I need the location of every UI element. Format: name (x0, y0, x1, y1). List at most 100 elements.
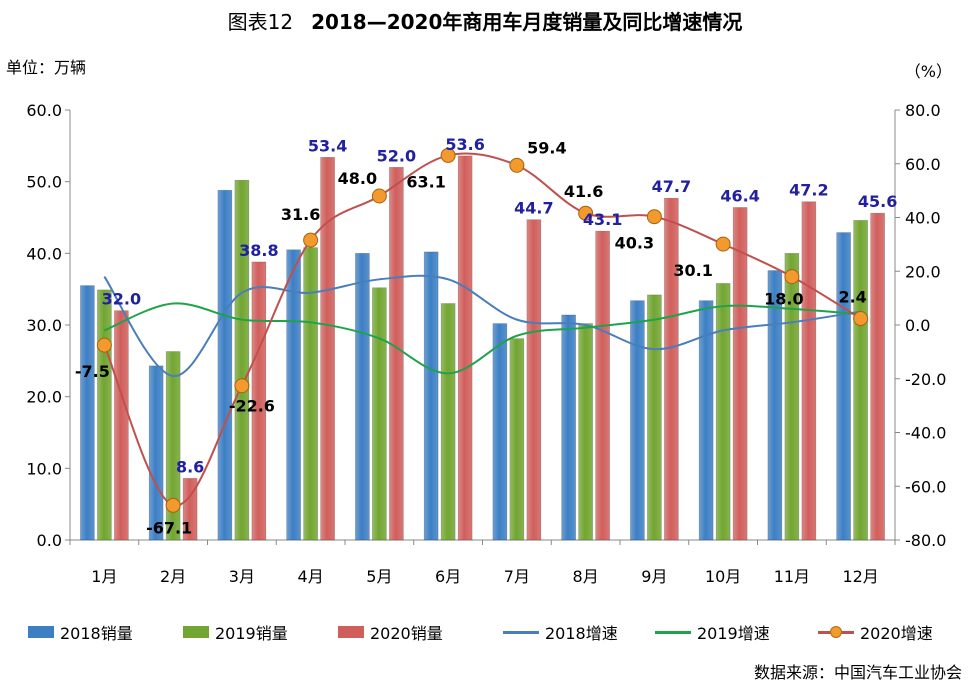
legend-label: 2020增速 (860, 624, 933, 643)
marker-2020增速 (578, 205, 594, 221)
right-tick-label: 80.0 (905, 101, 941, 120)
bar-2020销量 (389, 167, 404, 541)
bar-2018销量 (698, 300, 714, 541)
legend-item: 2019增速 (655, 620, 770, 644)
x-tick-label: 2月 (160, 567, 186, 586)
legend-label: 2018销量 (60, 624, 133, 643)
bar-2018销量 (286, 249, 301, 541)
bar-2020销量 (595, 230, 610, 541)
bar-2020销量 (320, 157, 335, 541)
right-tick-label: -40.0 (905, 424, 946, 443)
marker-2020增速 (509, 157, 525, 173)
bar-label-2020: 53.4 (308, 136, 347, 155)
x-tick-label: 12月 (842, 567, 878, 586)
bar-2019销量 (165, 351, 181, 541)
x-tick-label: 7月 (504, 567, 530, 586)
bar-2020销量 (732, 207, 748, 541)
legend-item: 2019销量 (183, 620, 288, 644)
bar-2020销量 (801, 201, 817, 541)
left-axis-unit: 单位：万辆 (6, 58, 87, 77)
legend-swatch-line (655, 630, 691, 634)
legend-label: 2020销量 (370, 624, 443, 643)
right-tick-label: -20.0 (905, 370, 946, 389)
bar-2018销量 (217, 189, 233, 541)
bar-2020销量 (457, 155, 473, 541)
bar-2018销量 (148, 365, 164, 541)
left-tick-label: 50.0 (26, 173, 62, 192)
bar-label-2020: 44.7 (514, 199, 553, 218)
x-tick-label: 8月 (573, 567, 599, 586)
bar-2019销量 (440, 303, 456, 541)
chart-title: 图表12 2018—2020年商用车月度销量及同比增速情况 (0, 6, 970, 35)
bar-2020销量 (182, 478, 198, 541)
left-tick-label: 0.0 (37, 531, 62, 550)
legend-item: 2020增速 (818, 620, 933, 644)
legend-swatch-line (503, 630, 539, 634)
bar-label-2020: 45.6 (858, 192, 897, 211)
bar-2018销量 (630, 300, 645, 541)
growth-label-2020: -67.1 (146, 518, 192, 537)
growth-label-2020: -22.6 (229, 397, 275, 416)
bar-2018销量 (492, 323, 508, 541)
legend-label: 2018增速 (545, 624, 618, 643)
growth-label-2020: 31.6 (281, 205, 320, 224)
legend-marker-icon (830, 625, 842, 638)
bar-2020销量 (664, 197, 679, 541)
line-2018增速 (103, 274, 861, 378)
legend-item: 2018增速 (503, 620, 618, 644)
right-tick-label: -60.0 (905, 477, 946, 496)
bar-label-2020: 47.7 (652, 177, 691, 196)
marker-2020增速 (303, 232, 319, 248)
figure-label: 图表12 (227, 10, 294, 34)
legend-label: 2019增速 (697, 624, 770, 643)
x-tick-label: 4月 (298, 567, 324, 586)
bar-2019销量 (234, 179, 250, 541)
bar-2019销量 (784, 253, 800, 541)
growth-label-2020: 63.1 (406, 172, 445, 191)
chart-area: 0.0 10.0 20.0 30.0 40.0 50.0 60.0 -80.0 -60.0 -40… (26, 101, 946, 586)
bar-2020销量 (526, 219, 542, 541)
growth-label-2020: 59.4 (527, 138, 566, 157)
legend-swatch-bar (28, 626, 54, 638)
bar-2020销量 (251, 261, 267, 541)
left-tick-label: 60.0 (26, 101, 62, 120)
right-tick-label: 40.0 (905, 209, 941, 228)
left-tick-label: 20.0 (26, 388, 62, 407)
marker-2020增速 (371, 188, 387, 204)
bar-2019销量 (372, 287, 387, 541)
marker-2020增速 (784, 269, 800, 285)
bar-2020销量 (870, 212, 885, 541)
marker-2020增速 (853, 311, 869, 327)
marker-2020增速 (234, 378, 250, 394)
bar-2018销量 (836, 232, 851, 541)
x-tick-label: 5月 (366, 567, 392, 586)
bar-2019销量 (647, 294, 662, 541)
marker-2020增速 (96, 337, 112, 353)
growth-label-2020: 2.4 (838, 288, 866, 307)
title-text: 2018—2020年商用车月度销量及同比增速情况 (311, 10, 743, 34)
right-tick-label: 60.0 (905, 155, 941, 174)
marker-2020增速 (165, 497, 181, 513)
legend: 2018销量 2019销量 2020销量 2018增速 2019增速 2020增速 (0, 620, 970, 648)
growth-label-2020: 18.0 (764, 290, 803, 309)
x-tick-label: 9月 (641, 567, 667, 586)
legend-swatch-bar (338, 626, 364, 638)
growth-label-2020: 41.6 (564, 182, 603, 201)
growth-label-2020: 40.3 (615, 234, 654, 253)
bar-2018销量 (767, 270, 783, 541)
growth-label-2020: 48.0 (338, 169, 377, 188)
right-axis-unit: （%） (904, 62, 952, 81)
x-tick-label: 1月 (91, 567, 117, 586)
bar-label-2020: 8.6 (176, 457, 204, 476)
growth-label-2020: 30.1 (673, 261, 712, 280)
bar-2019销量 (853, 220, 868, 541)
bar-2018销量 (355, 253, 370, 541)
marker-2020增速 (440, 147, 456, 163)
legend-item: 2020销量 (338, 620, 443, 644)
bar-2019销量 (578, 323, 593, 541)
legend-item: 2018销量 (28, 620, 133, 644)
legend-swatch-line (818, 625, 854, 638)
bar-label-2020: 52.0 (377, 146, 416, 165)
bar-2018销量 (561, 314, 576, 541)
right-tick-label: -80.0 (905, 531, 946, 550)
